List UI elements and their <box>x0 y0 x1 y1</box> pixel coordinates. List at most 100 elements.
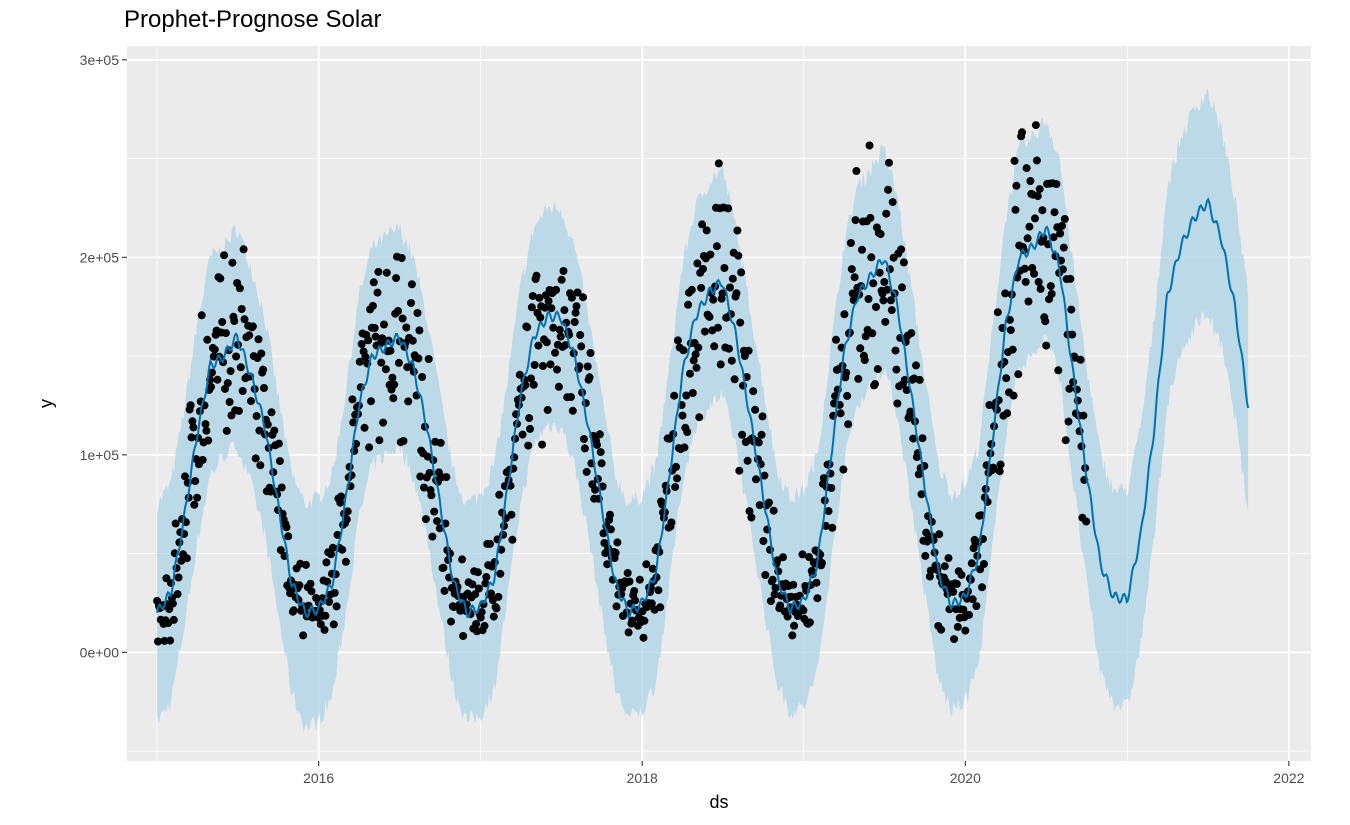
data-point <box>906 407 915 416</box>
data-point <box>567 293 576 302</box>
data-point <box>1032 156 1041 165</box>
data-point <box>873 365 882 374</box>
data-point <box>337 492 346 501</box>
data-point <box>208 368 216 377</box>
data-point <box>357 340 366 348</box>
data-point <box>892 365 901 374</box>
data-point <box>536 313 545 322</box>
data-point <box>844 420 853 429</box>
data-point <box>738 430 747 439</box>
data-point <box>322 558 331 567</box>
data-point <box>755 501 764 510</box>
data-point <box>560 306 569 315</box>
data-point <box>854 374 863 383</box>
data-point <box>580 435 588 443</box>
data-point <box>468 580 477 589</box>
data-point <box>487 589 495 598</box>
data-point <box>972 602 981 611</box>
data-point <box>528 292 537 300</box>
data-point <box>447 617 455 626</box>
y-axis-title: y <box>36 399 56 408</box>
data-point <box>284 532 293 541</box>
data-point <box>193 493 202 502</box>
data-point <box>752 475 760 484</box>
data-point <box>207 383 215 391</box>
data-point <box>902 386 911 395</box>
data-point <box>884 185 893 194</box>
data-point <box>819 474 828 483</box>
data-point <box>694 343 703 352</box>
data-point <box>952 579 961 588</box>
data-point <box>813 594 822 603</box>
data-point <box>557 275 566 284</box>
data-point <box>732 289 741 298</box>
data-point <box>693 259 702 268</box>
data-point <box>1069 378 1078 387</box>
data-point <box>381 365 390 374</box>
data-point <box>885 158 893 167</box>
data-point <box>647 599 656 608</box>
data-point <box>371 332 380 341</box>
data-point <box>950 635 959 644</box>
data-point <box>568 406 577 415</box>
data-point <box>169 615 178 624</box>
data-point <box>881 317 890 326</box>
data-point <box>749 387 758 396</box>
data-point <box>174 573 183 582</box>
data-point <box>367 397 375 406</box>
data-point <box>679 346 688 355</box>
data-point <box>482 573 491 581</box>
data-point <box>425 468 434 477</box>
data-point <box>606 510 614 519</box>
data-point <box>583 362 592 371</box>
data-point <box>714 159 723 168</box>
data-point <box>220 251 229 260</box>
data-point <box>612 602 621 611</box>
data-point <box>259 365 268 374</box>
data-point <box>882 209 891 218</box>
data-point <box>171 519 180 528</box>
y-tick-label: 3e+05 <box>80 52 120 68</box>
data-point <box>1079 411 1088 420</box>
data-point <box>421 515 430 524</box>
data-point <box>585 373 594 382</box>
data-point <box>260 384 268 392</box>
forecast-line <box>156 197 1250 621</box>
data-point <box>547 304 556 313</box>
data-point <box>394 358 403 367</box>
data-point <box>342 515 351 524</box>
data-point <box>316 620 325 629</box>
uncertainty-band <box>157 86 1249 733</box>
data-point <box>887 306 896 315</box>
data-point <box>843 391 852 400</box>
data-point <box>1068 330 1077 339</box>
data-point <box>872 303 880 311</box>
data-point <box>370 324 379 332</box>
data-point <box>798 550 807 559</box>
data-point <box>871 380 879 389</box>
data-point <box>321 611 330 620</box>
data-point <box>869 279 878 288</box>
y-tick-label: 2e+05 <box>80 249 120 265</box>
data-point <box>1036 284 1045 293</box>
data-point <box>965 610 973 619</box>
data-point <box>770 590 779 599</box>
data-point <box>699 265 707 273</box>
data-point <box>635 575 644 584</box>
data-point <box>1006 326 1015 335</box>
data-point <box>341 557 350 566</box>
data-point <box>700 327 709 336</box>
data-point <box>842 368 851 377</box>
data-point <box>390 380 399 389</box>
data-point <box>718 289 727 298</box>
data-point <box>879 296 888 305</box>
data-point <box>1056 229 1065 238</box>
data-point <box>864 295 873 303</box>
data-point <box>1031 121 1040 130</box>
data-point <box>480 621 489 630</box>
data-point <box>888 198 897 207</box>
data-point <box>856 344 865 353</box>
data-point <box>828 523 837 532</box>
data-point <box>535 293 544 302</box>
